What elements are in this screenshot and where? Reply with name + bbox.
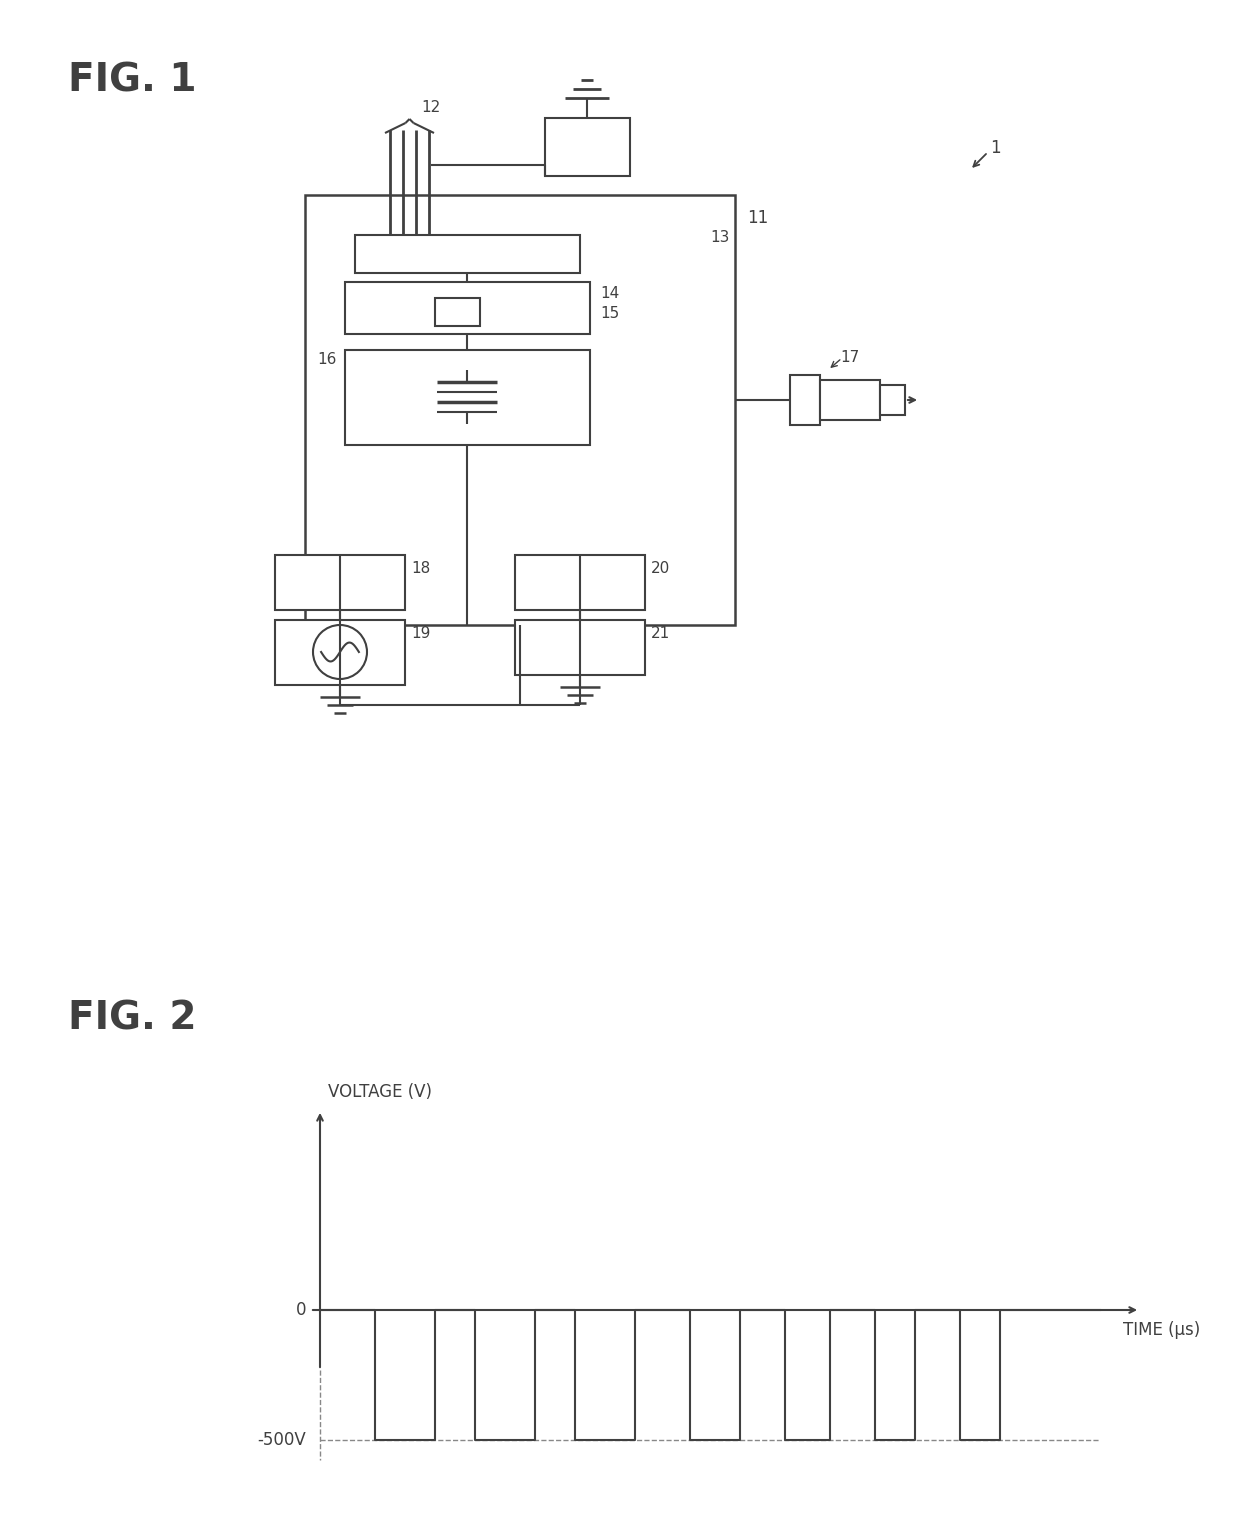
Bar — [435, 298, 480, 327]
Text: 13: 13 — [711, 229, 730, 245]
Bar — [275, 554, 405, 611]
Text: 17: 17 — [839, 349, 859, 365]
Text: FIG. 2: FIG. 2 — [68, 1000, 196, 1037]
Bar — [790, 375, 820, 425]
Text: 18: 18 — [410, 561, 430, 576]
Text: 14: 14 — [600, 287, 619, 301]
Text: FIG. 1: FIG. 1 — [68, 62, 196, 100]
Text: 21: 21 — [651, 626, 671, 641]
Bar — [515, 554, 645, 611]
Text: 12: 12 — [422, 100, 440, 115]
Text: 19: 19 — [410, 626, 430, 641]
Text: 1: 1 — [990, 140, 1001, 156]
Text: 11: 11 — [746, 210, 769, 226]
Bar — [345, 349, 590, 445]
Text: 15: 15 — [600, 307, 619, 322]
Bar — [355, 235, 580, 273]
Bar — [820, 380, 880, 419]
Bar — [546, 118, 630, 176]
Bar — [515, 620, 645, 674]
Text: 16: 16 — [317, 352, 337, 368]
Text: 0: 0 — [295, 1300, 306, 1318]
Bar — [305, 194, 735, 624]
Text: -500V: -500V — [257, 1431, 306, 1449]
Text: 20: 20 — [651, 561, 671, 576]
Bar — [275, 620, 405, 685]
Text: TIME (μs): TIME (μs) — [1123, 1322, 1200, 1340]
Text: VOLTAGE (V): VOLTAGE (V) — [329, 1083, 432, 1101]
Bar — [880, 384, 905, 415]
Bar — [345, 283, 590, 334]
